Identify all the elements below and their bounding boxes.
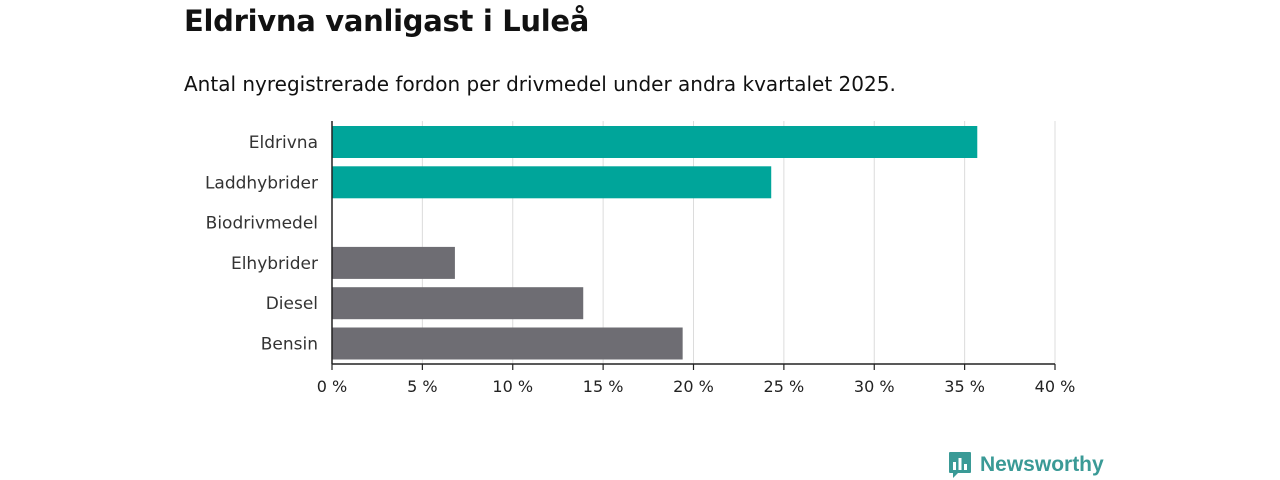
bar-laddhybrider bbox=[332, 166, 772, 199]
x-tick-label: 10 % bbox=[492, 377, 533, 396]
category-label: Bensin bbox=[261, 335, 318, 355]
x-tick-label: 15 % bbox=[583, 377, 624, 396]
x-tick-label: 25 % bbox=[764, 377, 805, 396]
brand-logo: Newsworthy bbox=[948, 450, 1104, 480]
x-tick-label: 5 % bbox=[407, 377, 437, 396]
category-labels: Eldrivna Laddhybrider Biodrivmedel Elhybrid… bbox=[205, 133, 318, 355]
bar-eldrivna bbox=[332, 126, 978, 158]
category-label: Laddhybrider bbox=[205, 173, 318, 193]
chart-subtitle: Antal nyregistrerade fordon per drivmede… bbox=[184, 72, 896, 96]
category-label: Elhybrider bbox=[231, 254, 318, 274]
category-label: Eldrivna bbox=[249, 133, 318, 153]
x-tick-label: 20 % bbox=[673, 377, 714, 396]
x-tick-label: 35 % bbox=[944, 377, 985, 396]
bar-diesel bbox=[332, 287, 584, 320]
gridlines bbox=[421, 121, 1056, 364]
chart-title: Eldrivna vanligast i Luleå bbox=[184, 4, 590, 38]
bar-bensin bbox=[332, 327, 683, 360]
category-label: Biodrivmedel bbox=[206, 214, 318, 234]
bars bbox=[332, 126, 978, 360]
x-tick-label: 30 % bbox=[854, 377, 895, 396]
bar-elhybrider bbox=[332, 246, 455, 279]
brand-name: Newsworthy bbox=[980, 453, 1104, 476]
x-axis: 0 % 5 % 10 % 15 % 20 % 25 % 30 % 35 % 40 % bbox=[317, 121, 1076, 396]
category-label: Diesel bbox=[266, 294, 318, 314]
x-tick-label: 40 % bbox=[1035, 377, 1076, 396]
x-tick-label: 0 % bbox=[317, 377, 347, 396]
newsworthy-logo-icon bbox=[949, 452, 971, 478]
